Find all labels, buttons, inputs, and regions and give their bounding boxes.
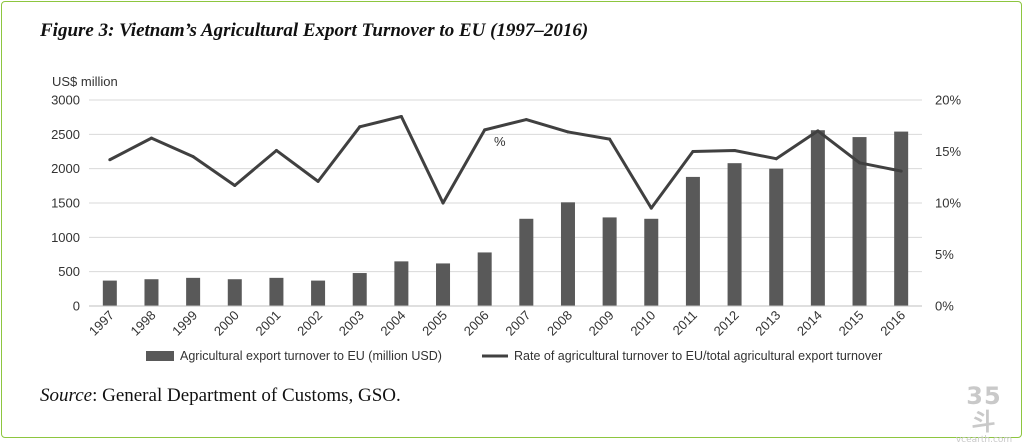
x-tick-label: 2009: [586, 308, 617, 339]
y-tick-label: 1000: [51, 230, 80, 245]
x-tick-label: 2003: [336, 308, 367, 339]
bar: [644, 218, 659, 306]
watermark-logo: 35斗: [966, 382, 1002, 436]
y-tick-label: 2500: [51, 127, 80, 142]
source-label: Source: [40, 385, 93, 406]
x-tick-label: 2001: [252, 308, 283, 339]
bar: [602, 217, 617, 306]
line-point: [733, 148, 737, 152]
line-point: [358, 125, 362, 129]
y2-tick-label: 15%: [935, 144, 961, 159]
x-tick-label: 2007: [502, 308, 533, 339]
y2-tick-label: 0%: [935, 299, 954, 314]
y-axis-label: US$ million: [52, 74, 118, 89]
line-point: [649, 206, 653, 210]
bar: [727, 163, 742, 306]
line-point: [566, 130, 570, 134]
bar: [436, 263, 451, 306]
line-point: [524, 118, 528, 122]
line-point: [858, 161, 862, 165]
bar: [519, 218, 534, 306]
source-text: : General Department of Customs, GSO.: [92, 385, 401, 406]
bar: [769, 168, 784, 306]
y2-tick-label: 5%: [935, 247, 954, 262]
y-tick-label: 1500: [51, 196, 80, 211]
x-tick-label: 2008: [544, 308, 575, 339]
line-point: [691, 150, 695, 153]
line-point: [816, 129, 820, 133]
bar: [186, 277, 201, 306]
bar: [227, 279, 242, 306]
bar: [685, 176, 700, 306]
rate-line: [109, 114, 902, 210]
x-tick-label: 2011: [670, 308, 700, 338]
bar: [311, 280, 326, 306]
percent-annotation: %: [494, 134, 506, 149]
x-tick-label: 2014: [794, 308, 825, 339]
watermark: 35斗 vcearth.com: [954, 383, 1014, 446]
bar: [894, 131, 909, 306]
bar: [102, 280, 117, 306]
x-tick-label: 2010: [627, 308, 658, 339]
legend-bar-label: Agricultural export turnover to EU (mill…: [180, 349, 442, 363]
legend-line-label: Rate of agricultural turnover to EU/tota…: [514, 349, 882, 363]
x-tick-label: 1999: [169, 308, 200, 339]
x-tick-label: 2016: [877, 308, 908, 339]
line-point: [233, 183, 237, 187]
bar: [477, 252, 492, 306]
y-tick-label: 0: [73, 299, 80, 314]
bar: [269, 277, 284, 306]
x-tick-label: 2012: [711, 308, 742, 339]
line-point: [608, 137, 612, 141]
line-point: [191, 155, 195, 159]
bar: [144, 279, 159, 306]
x-tick-label: 2000: [211, 308, 242, 339]
line-point: [483, 128, 487, 132]
x-tick-label: 2006: [461, 308, 492, 339]
line-point: [149, 136, 153, 140]
figure-frame: [1, 1, 1022, 438]
line-point: [316, 179, 320, 183]
line-point: [441, 201, 445, 205]
legend: Agricultural export turnover to EU (mill…: [146, 349, 882, 363]
x-tick-label: 1998: [128, 308, 159, 339]
line-point: [399, 114, 403, 118]
line-point: [899, 169, 903, 173]
x-tick-label: 2005: [419, 308, 450, 339]
y2-tick-label: 20%: [935, 93, 961, 108]
legend-bar-swatch: [146, 351, 174, 361]
bar: [852, 137, 867, 306]
y-tick-label: 2000: [51, 161, 80, 176]
x-tick-label: 1997: [86, 308, 117, 339]
watermark-url: vcearth.com: [955, 435, 1013, 445]
y-tick-label: 3000: [51, 93, 80, 108]
y-tick-label: 500: [58, 264, 80, 279]
figure-title: Figure 3: Vietnam’s Agricultural Export …: [40, 20, 589, 41]
line-point: [774, 157, 778, 161]
y2-tick-label: 10%: [935, 196, 961, 211]
line-point: [108, 158, 112, 162]
bar: [810, 130, 825, 306]
x-tick-label: 2002: [294, 308, 325, 339]
x-tick-label: 2015: [836, 308, 867, 339]
x-tick-label: 2004: [377, 308, 408, 339]
bar: [352, 273, 367, 306]
x-tick-label: 2013: [752, 308, 783, 339]
bar: [394, 261, 409, 306]
line-point: [274, 148, 278, 152]
source-note: Source: General Department of Customs, G…: [40, 385, 401, 407]
bar: [560, 202, 575, 306]
